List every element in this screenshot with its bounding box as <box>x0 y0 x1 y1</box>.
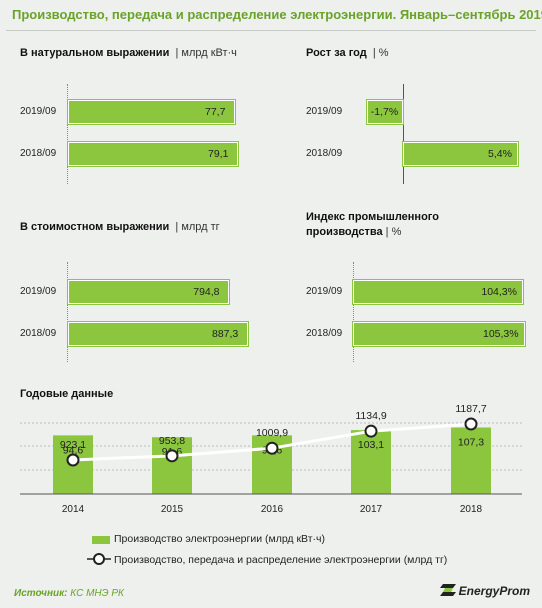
value-bar-2019 <box>68 280 230 304</box>
annual-line-point-2014 <box>66 453 80 467</box>
growth-zero-axis <box>403 84 404 184</box>
annual-bar-label-2018: 107,3 <box>458 436 484 448</box>
index-unit: % <box>391 226 402 238</box>
annual-line-label-2015: 953,8 <box>159 435 185 447</box>
logo-text: EnergyProm <box>458 584 530 598</box>
annual-x-tick-2018: 2018 <box>460 504 483 515</box>
index-row-label-1: 2019/09 <box>306 286 343 297</box>
annual-bar-label-2014: 94,6 <box>63 444 84 456</box>
natural-unit: млрд кВт·ч <box>181 47 237 59</box>
source-note: Источник: КС МНЭ РК <box>14 588 124 599</box>
natural-title-text: В натуральном выражении <box>20 47 170 59</box>
annual-line-label-2018: 1187,7 <box>455 403 486 415</box>
natural-value-2018: 79,1 <box>208 148 229 160</box>
value-value-2019: 794,8 <box>193 286 220 298</box>
annual-line-point-2018 <box>464 417 478 431</box>
logo-mark-icon <box>439 584 456 596</box>
value-row-label-1: 2019/09 <box>20 286 57 297</box>
natural-axis <box>67 84 68 184</box>
index-title-line1: Индекс промышленного <box>306 211 439 223</box>
value-unit: млрд тг <box>181 221 220 233</box>
index-title-line2: производства <box>306 226 383 238</box>
annual-title: Годовые данные <box>20 388 114 400</box>
index-bar-2019 <box>353 280 524 304</box>
growth-panel-title: Рост за год | % <box>306 47 389 59</box>
index-bar-2018 <box>353 322 525 346</box>
growth-row-label-1: 2019/09 <box>306 106 343 117</box>
source-text: КС МНЭ РК <box>70 588 124 599</box>
legend-bar-swatch <box>92 536 110 544</box>
legend-line-swatch <box>87 553 111 565</box>
growth-value-2019: -1,7% <box>370 106 399 118</box>
growth-unit: % <box>378 47 389 59</box>
legend-bar-text: Производство электроэнергии (млрд кВт·ч) <box>114 533 325 545</box>
growth-value-2018: 5,4% <box>488 148 512 160</box>
annual-x-tick-2014: 2014 <box>62 504 85 515</box>
index-panel-title: Индекс промышленного производства | % <box>306 211 439 238</box>
value-axis <box>67 262 68 362</box>
growth-title-text: Рост за год <box>306 47 367 59</box>
natural-panel-title: В натуральном выражении | млрд кВт·ч <box>20 47 237 59</box>
value-title-text: В стоимостном выражении <box>20 221 170 233</box>
value-panel-title: В стоимостном выражении | млрд тг <box>20 221 220 233</box>
natural-value-2019: 77,7 <box>204 106 226 118</box>
annual-bar-label-2017: 103,1 <box>358 439 384 451</box>
annual-line-label-2017: 1134,9 <box>355 410 386 422</box>
value-value-2018: 887,3 <box>212 328 239 340</box>
annual-line-point-2017 <box>364 424 378 438</box>
growth-row-label-2: 2018/09 <box>306 148 343 159</box>
annual-line-label-2016: 1009,9 <box>256 427 288 439</box>
annual-bar-2017 <box>351 430 391 494</box>
index-row-label-2: 2018/09 <box>306 328 343 339</box>
natural-bar-2019 <box>68 100 235 124</box>
annual-line-point-2016 <box>265 441 279 455</box>
index-axis <box>353 262 354 362</box>
annual-x-tick-2016: 2016 <box>261 504 284 515</box>
annual-x-tick-2015: 2015 <box>161 504 184 515</box>
title-divider <box>6 30 536 31</box>
index-value-2019: 104,3% <box>481 286 517 298</box>
page-title: Производство, передача и распределение э… <box>12 7 542 22</box>
annual-combo-chart: 94,691,694,6103,1107,3201420152016201720… <box>20 403 522 515</box>
natural-row-label-2: 2018/09 <box>20 148 57 159</box>
source-prefix: Источник: <box>14 588 68 599</box>
natural-row-label-1: 2019/09 <box>20 106 57 117</box>
legend-line-text: Производство, передача и распределение э… <box>114 554 448 566</box>
energyprom-logo: EnergyProm <box>439 584 530 598</box>
natural-bar-2018 <box>68 142 238 166</box>
growth-bar-2018 <box>403 142 518 166</box>
annual-line-label-2014: 923,1 <box>60 439 86 451</box>
annual-bar-2018 <box>451 427 491 494</box>
value-row-label-2: 2018/09 <box>20 328 57 339</box>
annual-bar-2015 <box>152 437 192 494</box>
value-bar-2018 <box>68 322 248 346</box>
annual-line-point-2015 <box>165 449 179 463</box>
index-value-2018: 105,3% <box>483 328 519 340</box>
growth-bar-2019 <box>366 100 403 124</box>
annual-x-tick-2017: 2017 <box>360 504 383 515</box>
